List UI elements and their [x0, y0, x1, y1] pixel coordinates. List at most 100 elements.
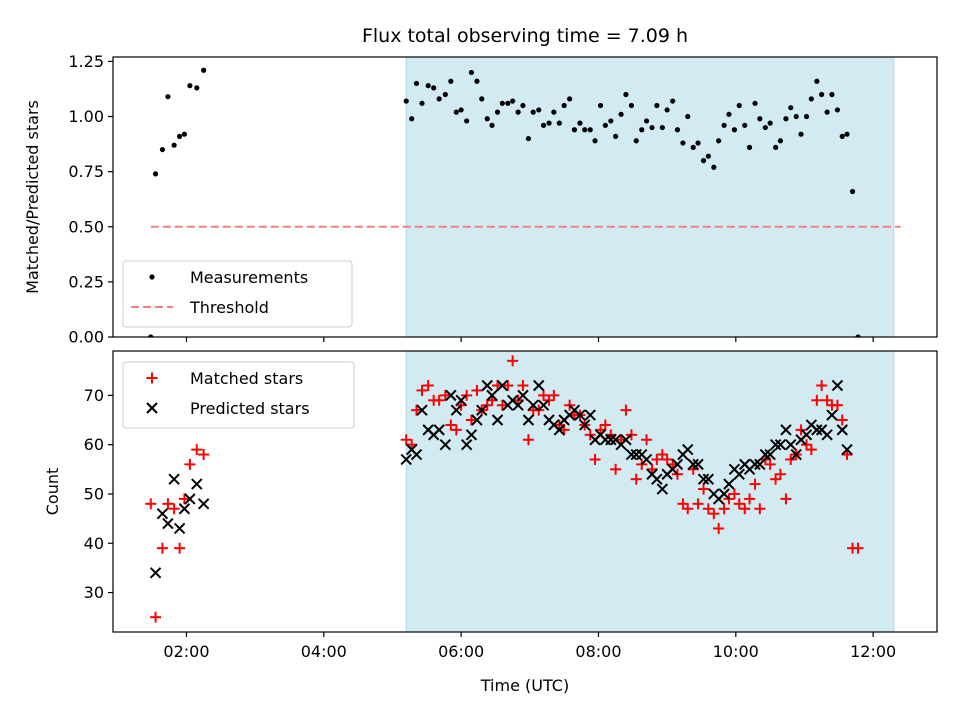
matched-star-point — [661, 453, 673, 465]
matched-star-point — [770, 473, 782, 485]
measurement-point — [608, 118, 614, 124]
measurement-point — [201, 67, 207, 73]
measurement-point — [413, 80, 420, 87]
measurement-point — [746, 144, 753, 150]
measurement-point — [834, 107, 841, 113]
measurement-point — [536, 107, 542, 113]
measurement-point — [680, 140, 686, 146]
predicted-star-point — [460, 438, 473, 451]
measurement-point — [171, 142, 177, 148]
matched-star-point — [651, 453, 663, 465]
measurement-point — [664, 107, 670, 113]
predicted-star-point — [656, 483, 669, 495]
matched-star-point — [836, 414, 848, 426]
matched-star-point — [162, 498, 174, 510]
matched-star-point — [411, 404, 423, 416]
measurement-point — [409, 116, 415, 122]
legend: Measurements Threshold — [122, 260, 353, 328]
matched-star-point — [795, 424, 807, 436]
matched-star-point — [461, 389, 473, 401]
y-tick-label: 0.00 — [68, 328, 104, 347]
measurement-point — [855, 334, 861, 337]
measurement-point — [582, 127, 588, 133]
measurement-point — [623, 91, 629, 98]
matched-star-point — [677, 498, 689, 510]
predicted-star-point — [533, 379, 545, 392]
x-tick-label: 12:00 — [850, 642, 896, 661]
measurement-point — [844, 131, 850, 137]
predicted-star-point — [553, 424, 566, 436]
legend-x-swatch — [146, 402, 158, 414]
measurement-point — [436, 96, 442, 102]
y-tick-label: 40 — [84, 534, 104, 553]
measurement-point — [494, 109, 501, 115]
predicted-star-point — [476, 404, 488, 416]
matched-star-point — [433, 394, 445, 406]
matched-star-point — [801, 439, 813, 451]
predicted-star-point — [826, 409, 838, 421]
measurement-point — [499, 100, 505, 106]
measurement-point — [152, 171, 159, 177]
measurement-point — [571, 127, 578, 133]
matched-star-point — [150, 611, 162, 623]
measurement-point — [783, 116, 789, 122]
measurement-point — [602, 122, 608, 128]
predicted-star-point — [831, 379, 844, 392]
bottom-panel-star-counts: 30 40 50 60 70 02:00 04:00 06:00 08:00 10:00 12:00… — [43, 350, 938, 661]
predicted-star-point — [687, 458, 699, 471]
measurement-point — [567, 96, 573, 102]
predicted-star-point — [733, 468, 745, 480]
predicted-star-point — [605, 434, 617, 446]
predicted-star-point — [168, 473, 180, 485]
matched-star-point — [416, 384, 428, 396]
measurement-point — [479, 96, 485, 102]
measurement-point — [442, 91, 448, 98]
predicted-star-point — [821, 429, 833, 441]
predicted-star-point — [481, 379, 493, 392]
measurement-point — [165, 94, 171, 100]
measurement-point — [752, 100, 758, 106]
measurement-point — [403, 98, 409, 104]
measurement-point — [159, 146, 166, 153]
x-tick-label: 08:00 — [575, 642, 621, 661]
x-tick-label: 04:00 — [301, 642, 347, 661]
measurement-point — [757, 116, 763, 122]
predicted-star-point — [811, 424, 823, 436]
predicted-star-point — [416, 404, 428, 416]
measurement-point — [659, 124, 665, 131]
measurement-point — [716, 138, 722, 144]
predicted-star-point — [149, 567, 162, 579]
matched-star-point — [718, 503, 730, 515]
predicted-star-point — [671, 458, 684, 471]
measurement-point — [474, 78, 480, 84]
measurement-point — [777, 138, 784, 144]
predicted-star-point — [445, 389, 457, 402]
measurement-point — [464, 118, 470, 124]
matched-star-point — [184, 458, 196, 470]
measurement-point — [639, 127, 645, 133]
measurement-point — [597, 102, 604, 109]
predicted-star-point — [527, 399, 539, 411]
measurement-point — [556, 120, 562, 126]
measurement-point — [628, 102, 635, 109]
measurement-point — [505, 100, 511, 106]
predicted-star-point — [496, 379, 509, 392]
predicted-star-point — [692, 458, 704, 471]
measurement-point — [643, 118, 650, 124]
measurement-point — [540, 122, 547, 128]
predicted-star-point — [723, 478, 735, 490]
measurement-point — [762, 124, 768, 131]
predicted-star-point — [537, 399, 550, 411]
matched-star-point — [831, 399, 843, 411]
measurement-point — [839, 133, 845, 139]
x-tick-label: 02:00 — [163, 642, 209, 661]
predicted-star-point — [439, 438, 452, 451]
y-tick-label: 70 — [84, 386, 104, 405]
matched-star-point — [816, 380, 828, 392]
matched-star-point — [754, 503, 766, 515]
predicted-star-point — [410, 448, 423, 461]
top-panel-flux-ratio: 0.00 0.25 0.50 0.75 1.00 1.25 Matched/Predicte… — [23, 52, 938, 347]
x-tick-label: 10:00 — [713, 642, 759, 661]
matched-star-point — [191, 444, 203, 456]
